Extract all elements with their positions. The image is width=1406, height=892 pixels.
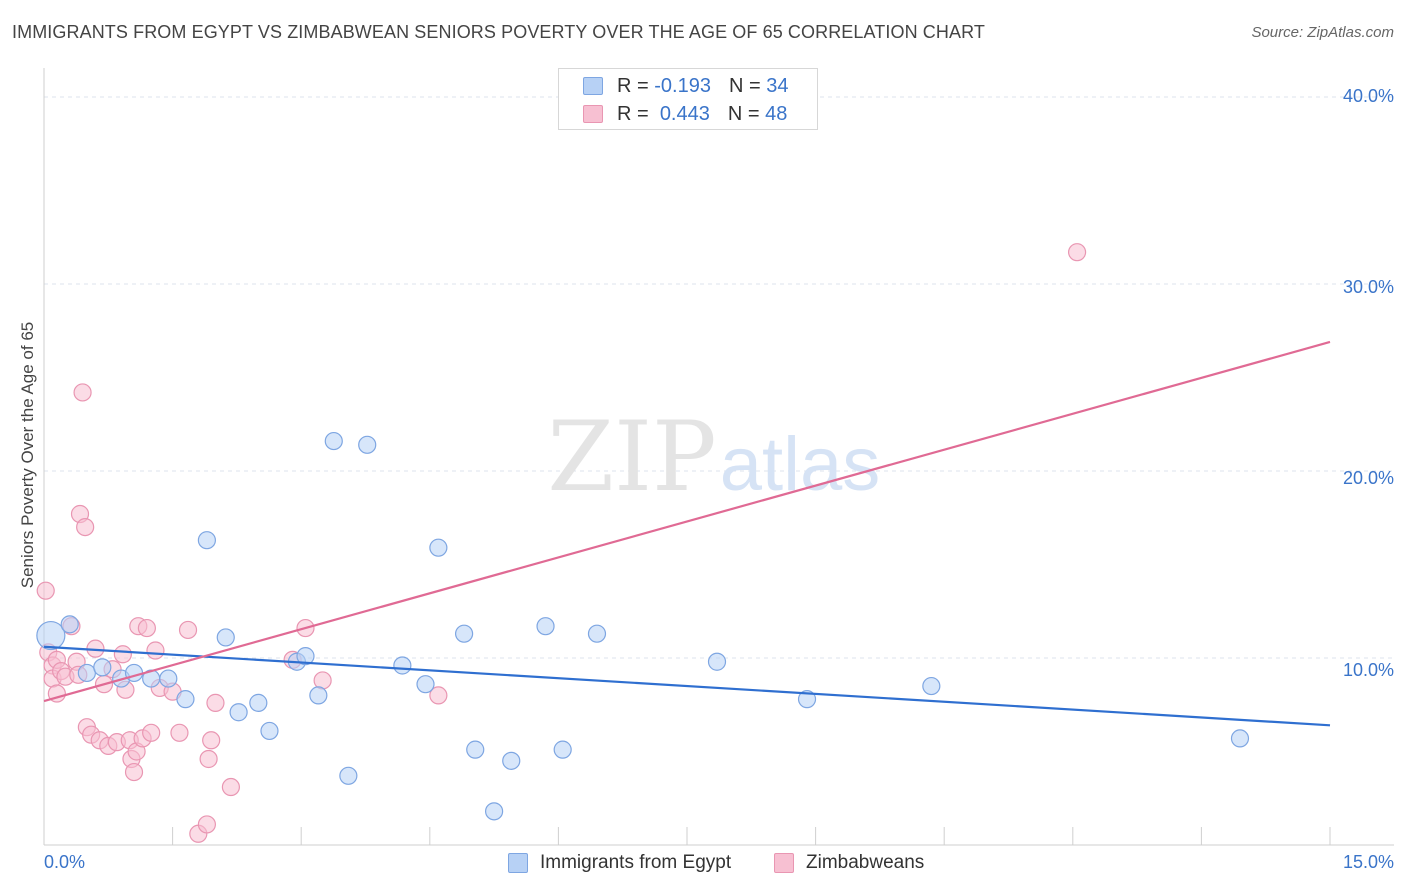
egypt-point	[454, 624, 474, 643]
zimb-point	[142, 723, 161, 742]
zimb-n-value: 48	[765, 102, 788, 125]
egypt-point	[358, 435, 377, 454]
egypt-point	[339, 766, 358, 785]
egypt-point	[124, 663, 144, 683]
watermark: ZIP atlas	[547, 401, 880, 513]
zimb-trend-line	[43, 340, 1331, 703]
stats-legend: R = -0.193 N = 34 R = 0.443 N = 48	[558, 68, 818, 130]
egypt-point	[93, 658, 112, 677]
zimb-point	[146, 641, 165, 660]
r-label: R =	[617, 74, 649, 97]
zimb-point	[178, 620, 198, 640]
egypt-point	[416, 675, 435, 694]
egypt-n-value: 34	[766, 74, 789, 97]
egypt-point	[229, 703, 248, 722]
egypt-point	[707, 652, 727, 671]
zimb-point	[113, 645, 132, 664]
egypt-point	[249, 693, 268, 712]
y-tick-30: 30.0%	[1342, 277, 1394, 297]
trend-lines	[43, 340, 1331, 727]
legend-egypt-label: Immigrants from Egypt	[540, 852, 732, 873]
egypt-point	[77, 663, 96, 683]
series-legend: Immigrants from Egypt Zimbabweans	[0, 852, 1406, 878]
legend-egypt-swatch	[508, 853, 528, 873]
egypt-point	[296, 647, 315, 666]
egypt-point	[176, 690, 195, 709]
egypt-trend-line	[43, 645, 1331, 727]
egypt-point	[393, 656, 412, 675]
zimb-point	[36, 581, 55, 600]
grid-lines	[44, 96, 1394, 659]
zimb-point	[137, 618, 156, 638]
egypt-swatch	[583, 77, 603, 95]
x-tick-min: 0.0%	[44, 852, 86, 872]
watermark-atlas: atlas	[720, 422, 881, 507]
zimb-point	[199, 749, 218, 769]
zimb-point	[73, 383, 92, 402]
legend-zimb-label: Zimbabweans	[806, 852, 925, 873]
zimb-point	[429, 686, 448, 705]
zimb-swatch	[583, 105, 603, 123]
y-tick-20: 20.0%	[1342, 468, 1394, 488]
legend-item-zimb: Zimbabweans	[774, 852, 924, 874]
egypt-r-value: -0.193	[654, 74, 711, 97]
r-label: R =	[617, 102, 649, 125]
zimb-point	[197, 815, 216, 834]
source-credit: Source: ZipAtlas.com	[1251, 24, 1394, 41]
egypt-point	[324, 431, 343, 451]
egypt-point	[197, 531, 216, 550]
zimb-point	[202, 731, 221, 750]
zimb-point	[313, 671, 332, 690]
zimb-point	[76, 517, 95, 537]
egypt-point	[429, 538, 448, 557]
chart-title: IMMIGRANTS FROM EGYPT VS ZIMBABWEAN SENI…	[12, 22, 985, 42]
egypt-point	[1230, 729, 1250, 748]
legend-item-egypt: Immigrants from Egypt	[508, 852, 731, 874]
watermark-zip: ZIP	[547, 401, 716, 513]
egypt-point	[587, 624, 607, 643]
x-tick-max: 15.0%	[1342, 852, 1394, 872]
egypt-point	[60, 615, 79, 634]
stats-row-zimb: R = 0.443 N = 48	[583, 101, 787, 127]
n-label: N =	[728, 74, 761, 97]
egypt-point	[553, 740, 572, 759]
zimb-point	[1067, 243, 1087, 262]
egypt-point	[466, 740, 485, 759]
egypt-point	[536, 617, 555, 636]
y-axis-label: Seniors Poverty Over the Age of 65	[18, 321, 37, 589]
egypt-point	[309, 686, 328, 705]
zimb-point	[206, 693, 225, 712]
egypt-point	[922, 676, 941, 696]
egypt-point	[159, 669, 178, 688]
stats-row-egypt: R = -0.193 N = 34	[583, 73, 788, 99]
egypt-point	[502, 751, 521, 770]
egypt-point	[36, 620, 66, 651]
n-label: N =	[727, 102, 760, 125]
egypt-point	[216, 628, 235, 647]
zimb-point	[170, 723, 189, 742]
y-tick-40: 40.0%	[1342, 86, 1394, 106]
axes	[43, 68, 1394, 846]
y-tick-10: 10.0%	[1342, 660, 1394, 680]
zimb-r-value: 0.443	[659, 102, 710, 125]
zimb-point	[124, 762, 144, 782]
egypt-point	[797, 690, 817, 709]
legend-zimb-swatch	[774, 853, 794, 873]
egypt-point	[485, 802, 504, 821]
zimb-point	[221, 777, 240, 797]
egypt-point	[260, 721, 279, 741]
